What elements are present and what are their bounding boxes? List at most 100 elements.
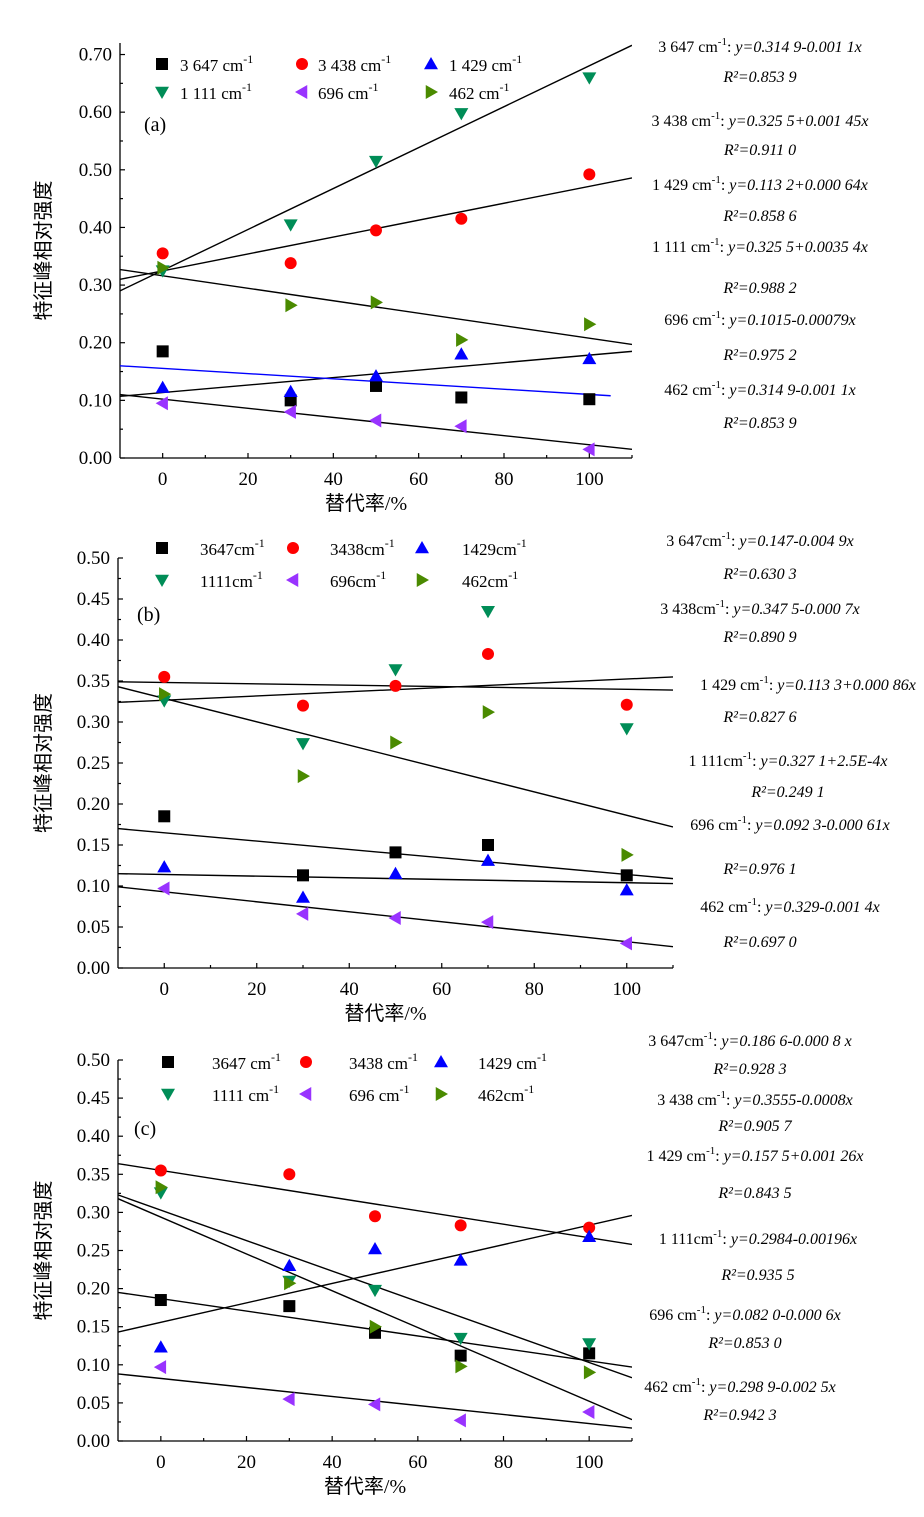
equation-text: R²=0.853 0 bbox=[707, 1335, 781, 1352]
equation-text: R²=0.928 3 bbox=[712, 1061, 786, 1078]
x-tick-label: 0 bbox=[158, 469, 168, 490]
data-point-s462 bbox=[369, 1319, 382, 1334]
x-axis-title: 替代率/% bbox=[325, 492, 407, 515]
data-point-s1111 bbox=[619, 723, 634, 736]
y-axis-title: 特征峰相对强度 bbox=[32, 693, 55, 833]
data-point-s3438 bbox=[583, 1221, 596, 1234]
x-tick-label: 60 bbox=[409, 469, 428, 490]
y-tick-label: 0.50 bbox=[79, 160, 112, 181]
data-point-s1111 bbox=[369, 155, 383, 169]
series-s1429 bbox=[153, 1229, 597, 1353]
data-point-s3647 bbox=[297, 869, 309, 882]
data-point-s462 bbox=[583, 1365, 597, 1380]
series-s3438 bbox=[158, 647, 633, 712]
data-point-s696 bbox=[582, 442, 595, 457]
y-tick-label: 0.50 bbox=[77, 548, 110, 569]
data-point-s3647 bbox=[370, 379, 382, 392]
fit-line bbox=[120, 365, 611, 397]
data-point-s696 bbox=[369, 413, 382, 428]
equation-text: 3 438 cm-1: y=0.3555-0.0008x bbox=[657, 1089, 853, 1109]
data-point-s696 bbox=[155, 396, 168, 411]
data-point-s1429 bbox=[155, 380, 170, 393]
equation-text: 1 429 cm-1: y=0.157 5+0.001 26x bbox=[647, 1145, 864, 1165]
equation-text: 3 647 cm-1: y=0.314 9-0.001 1x bbox=[658, 36, 862, 56]
series-s1111 bbox=[157, 606, 634, 751]
equation-text: 3 647cm-1: y=0.147-0.004 9x bbox=[666, 530, 854, 550]
x-tick-label: 100 bbox=[575, 1452, 604, 1473]
x-tick-label: 20 bbox=[237, 1452, 256, 1473]
x-tick-label: 20 bbox=[247, 979, 266, 1000]
data-point-s462 bbox=[157, 260, 170, 275]
data-point-s696 bbox=[153, 1360, 167, 1375]
legend-label: 462cm-1 bbox=[462, 568, 518, 591]
legend-marker-s1429 bbox=[415, 541, 429, 554]
x-tick-label: 80 bbox=[525, 979, 544, 1000]
regression-equations: 3 647 cm-1: y=0.314 9-0.001 1x R²=0.853 9… bbox=[652, 36, 869, 432]
y-tick-label: 0.20 bbox=[77, 794, 110, 815]
data-point-s696 bbox=[282, 1392, 295, 1407]
data-point-s1429 bbox=[157, 860, 172, 873]
data-point-s1111 bbox=[582, 72, 597, 85]
panel-label: (c) bbox=[134, 1118, 156, 1140]
data-point-s462 bbox=[297, 769, 310, 784]
equation-text: 462 cm-1: y=0.314 9-0.001 1x bbox=[664, 379, 856, 399]
regression-equations: 3 647cm-1: y=0.147-0.004 9x R²=0.630 3 3 4… bbox=[660, 530, 916, 951]
y-tick-label: 0.30 bbox=[79, 275, 112, 296]
y-tick-label: 0.15 bbox=[77, 835, 110, 856]
y-tick-label: 0.40 bbox=[77, 630, 110, 651]
data-point-s1429 bbox=[582, 351, 597, 365]
legend-label: 696 cm-1 bbox=[349, 1082, 410, 1105]
data-point-s1111 bbox=[368, 1284, 382, 1298]
equation-text: 1 111cm-1: y=0.327 1+2.5E-4x bbox=[689, 750, 888, 770]
equation-text: 462 cm-1: y=0.329-0.001 4x bbox=[700, 896, 880, 916]
series-s696 bbox=[153, 1360, 595, 1428]
data-point-s462 bbox=[159, 687, 172, 702]
fit-line bbox=[118, 1214, 632, 1333]
fit-lines bbox=[118, 676, 673, 948]
data-point-s1429 bbox=[368, 1241, 382, 1255]
legend-label: 1111 cm-1 bbox=[212, 1082, 279, 1105]
x-tick-label: 60 bbox=[408, 1452, 427, 1473]
series-s3438 bbox=[156, 168, 596, 270]
equation-text: R²=0.905 7 bbox=[717, 1118, 792, 1135]
y-tick-label: 0.00 bbox=[79, 448, 112, 469]
series-s462 bbox=[157, 260, 597, 347]
x-tick-label: 100 bbox=[575, 469, 604, 490]
legend-marker-s696 bbox=[295, 85, 308, 99]
data-point-s3438 bbox=[389, 679, 402, 692]
equation-text: R²=0.853 9 bbox=[722, 69, 796, 86]
series-s3647 bbox=[156, 345, 596, 407]
data-point-s3438 bbox=[454, 1219, 467, 1232]
data-point-s1429 bbox=[582, 1229, 597, 1243]
x-axis-title: 替代率/% bbox=[344, 1002, 426, 1025]
equation-text: R²=0.942 3 bbox=[702, 1407, 776, 1424]
equation-text: R²=0.843 5 bbox=[717, 1185, 791, 1202]
legend-label: 1 429 cm-1 bbox=[449, 52, 522, 75]
legend-label: 3647cm-1 bbox=[200, 536, 265, 559]
series-s462 bbox=[159, 687, 634, 862]
data-point-s1429 bbox=[153, 1340, 168, 1353]
legend-label: 1429cm-1 bbox=[462, 536, 527, 559]
x-axis-title: 替代率/% bbox=[324, 1475, 406, 1498]
legend-marker-s3647 bbox=[156, 58, 168, 70]
y-tick-label: 0.10 bbox=[77, 1355, 110, 1376]
y-tick-label: 0.10 bbox=[77, 876, 110, 897]
y-tick-label: 0.30 bbox=[77, 1202, 110, 1223]
legend-marker-s1429 bbox=[424, 57, 438, 70]
y-tick-label: 0.40 bbox=[79, 217, 112, 238]
legend: 3647cm-1 3438cm-1 1429cm-1 1111cm-1 696cm-1 4… bbox=[155, 536, 527, 591]
data-point-s462 bbox=[370, 295, 383, 310]
data-point-s696 bbox=[157, 881, 170, 896]
legend-label: 696 cm-1 bbox=[318, 80, 379, 103]
y-tick-label: 0.25 bbox=[77, 753, 110, 774]
data-point-s696 bbox=[296, 906, 309, 921]
legend-marker-s3647 bbox=[156, 542, 168, 554]
data-point-s696 bbox=[481, 915, 494, 930]
legend-marker-s462 bbox=[416, 573, 429, 587]
data-point-s1429 bbox=[619, 883, 634, 896]
panel-label: (a) bbox=[144, 114, 166, 136]
data-point-s696 bbox=[582, 1405, 595, 1420]
y-tick-label: 0.20 bbox=[79, 333, 112, 354]
chart-panel-2: 0.00 0.05 0.10 0.15 0.20 0.25 0.30 0.35 0.40 0.45… bbox=[32, 1030, 863, 1498]
data-point-s3647 bbox=[156, 345, 169, 358]
